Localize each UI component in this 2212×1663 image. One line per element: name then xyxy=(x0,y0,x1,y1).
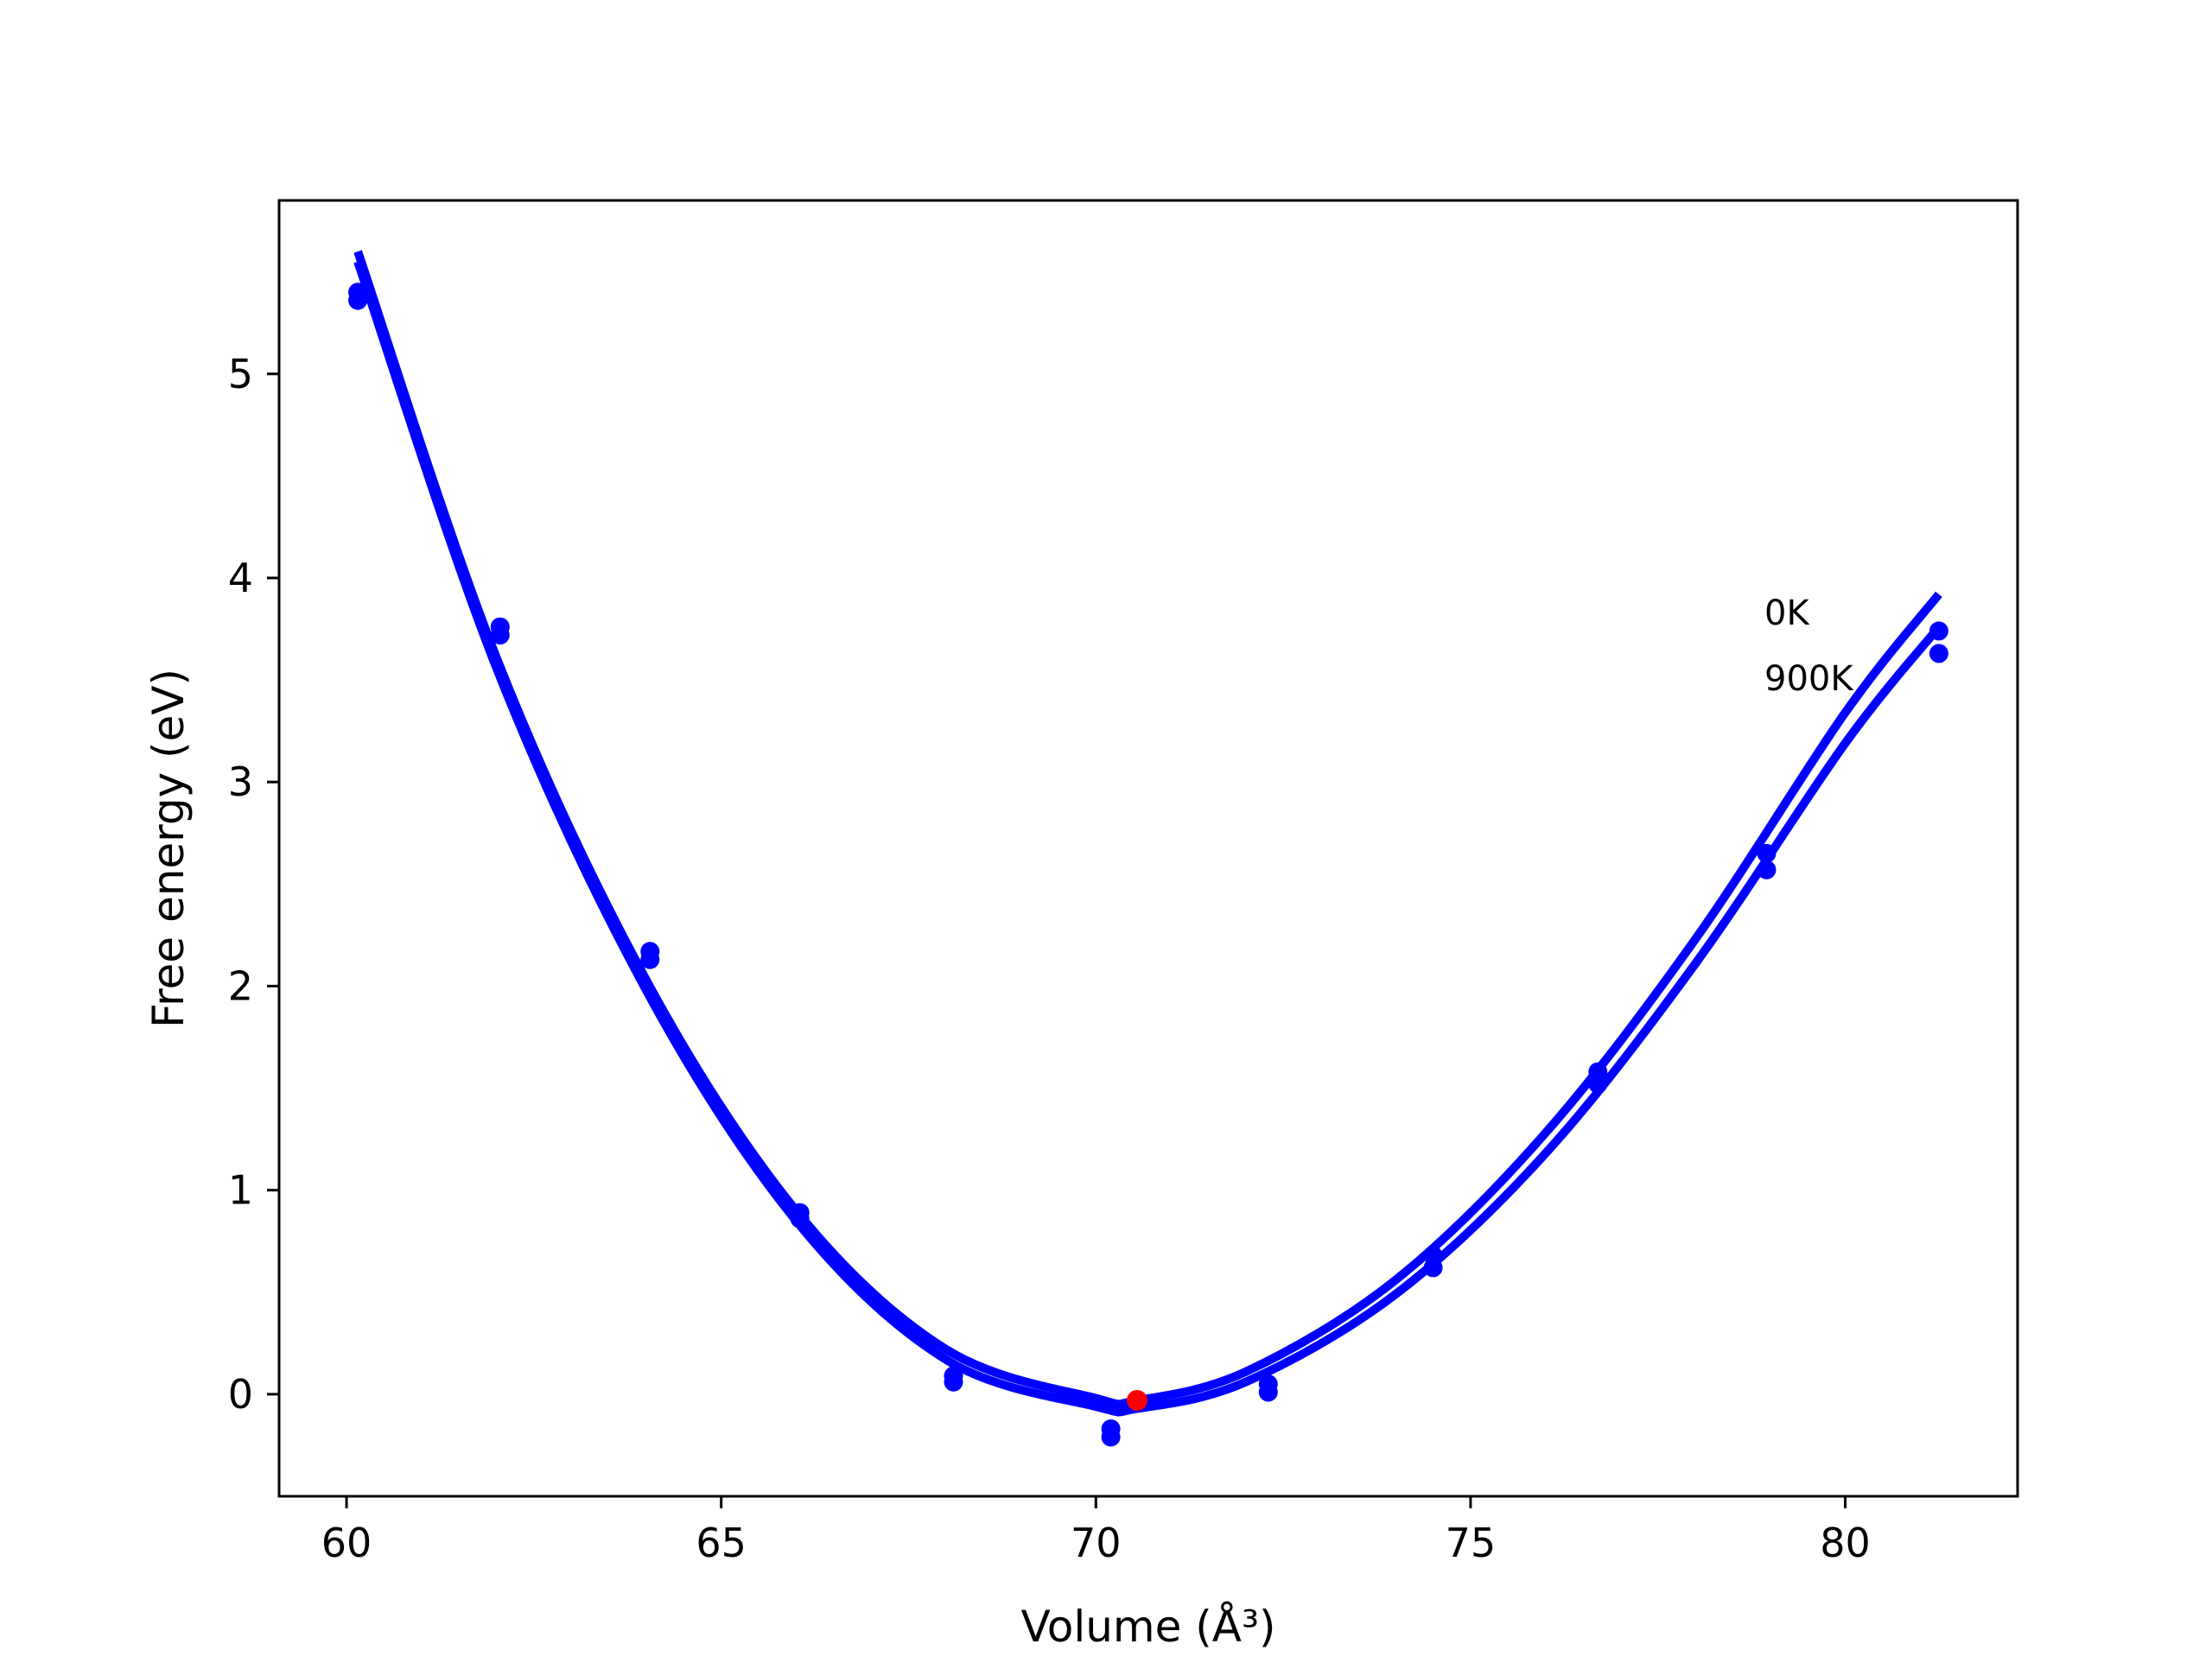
data-point-900k xyxy=(1258,1382,1278,1402)
minimum-point xyxy=(1127,1390,1147,1411)
data-point-900k xyxy=(348,290,368,310)
data-point-900k xyxy=(790,1209,810,1228)
x-tick-label: 65 xyxy=(696,1520,747,1566)
y-tick-label: 3 xyxy=(228,759,253,805)
legend-entry: 900K xyxy=(1764,659,1854,699)
y-tick-label: 2 xyxy=(228,962,253,1009)
y-tick-label: 0 xyxy=(228,1371,253,1418)
data-point-900k xyxy=(1588,1074,1608,1094)
y-tick-label: 1 xyxy=(228,1167,253,1214)
data-point-900k xyxy=(1101,1427,1121,1447)
fit-curve-900k xyxy=(353,260,1942,1417)
y-axis-label: Free energy (eV) xyxy=(143,669,194,1028)
data-point-900k xyxy=(640,949,660,969)
y-tick-label: 5 xyxy=(228,351,253,397)
y-tick-label: 4 xyxy=(228,555,253,601)
data-point-900k xyxy=(1929,644,1948,663)
data-point-0k xyxy=(1757,843,1777,863)
x-axis-label: Volume (Å³) xyxy=(1020,1602,1275,1652)
x-tick-label: 75 xyxy=(1446,1520,1497,1566)
data-point-900k xyxy=(490,625,510,645)
x-tick-label: 60 xyxy=(321,1520,372,1566)
x-tick-label: 80 xyxy=(1820,1520,1871,1566)
x-tick-label: 70 xyxy=(1071,1520,1122,1566)
legend-entry: 0K xyxy=(1764,593,1810,633)
data-point-900k xyxy=(1757,860,1777,879)
data-point-900k xyxy=(1423,1258,1443,1278)
data-point-900k xyxy=(944,1372,963,1392)
fit-curve-0k xyxy=(353,250,1942,1409)
plot-frame xyxy=(277,199,2019,1498)
data-point-0k xyxy=(1929,621,1948,641)
